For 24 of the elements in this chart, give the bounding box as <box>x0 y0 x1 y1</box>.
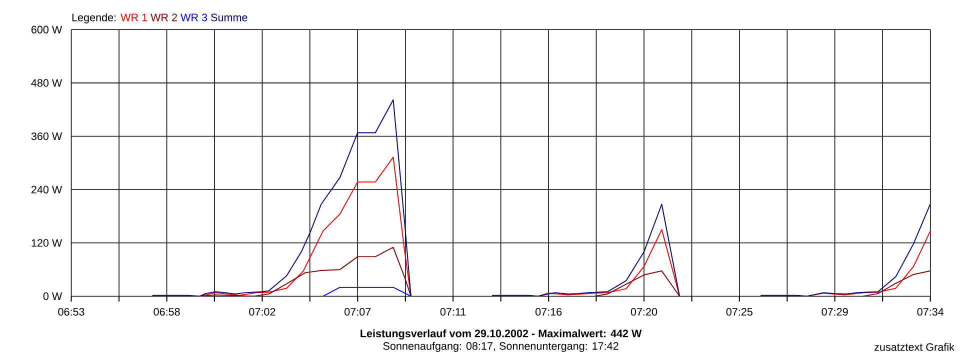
x-tick-label: 07:02 <box>249 308 276 316</box>
x-tick-label: 06:53 <box>58 308 84 316</box>
text: zusatztext Grafik <box>874 342 954 351</box>
legend-title: Legende: <box>72 13 116 24</box>
text: Sonnenaufgang: 08:17, Sonnenuntergang: 17:42 <box>383 342 618 352</box>
y-tick-label: 360 W <box>31 132 62 140</box>
text: WR 3 <box>180 13 208 22</box>
x-tick-label: 07:29 <box>822 308 848 316</box>
y-tick-label: 240 W <box>31 186 62 194</box>
x-tick-label: 07:11 <box>440 308 466 316</box>
text: Summe <box>211 13 248 22</box>
text: WR 1 <box>120 14 148 21</box>
text: Leistungsverlauf vom 29.10.2002 - Maximalwert: 442 W <box>360 329 642 340</box>
text: WR 2 <box>150 13 177 21</box>
x-tick-label: 06:58 <box>154 308 180 316</box>
y-tick-label: 0 W <box>43 292 62 300</box>
x-tick-label: 07:16 <box>535 308 562 316</box>
y-tick-label: 480 W <box>31 78 62 87</box>
x-tick-label: 07:20 <box>630 308 658 316</box>
y-tick-label: 120 W <box>32 238 62 246</box>
x-tick-label: 07:07 <box>344 308 371 316</box>
x-tick-label: 07:34 <box>917 308 944 316</box>
y-tick-label: 600 W <box>31 26 62 34</box>
x-tick-label: 07:25 <box>726 308 752 316</box>
